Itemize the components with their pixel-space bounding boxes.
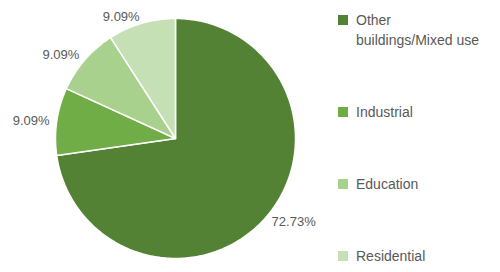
html-text:Other buildings/Mixed use: Other buildings/Mixed use <box>356 12 479 48</box>
html-text:Education: Education <box>356 176 419 192</box>
svg-text:9.09%: 9.09% <box>13 113 50 128</box>
html-text:Industrial: Industrial <box>356 104 413 120</box>
html-text:Residential: Residential <box>356 248 426 264</box>
svg-text:72.73%: 72.73% <box>272 214 317 229</box>
svg-text:9.09%: 9.09% <box>103 9 140 24</box>
svg-text:9.09%: 9.09% <box>43 47 80 62</box>
